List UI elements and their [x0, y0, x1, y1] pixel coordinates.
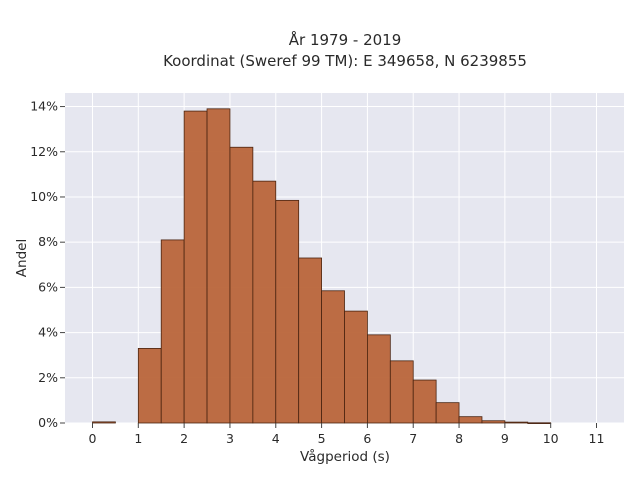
histogram-bar [252, 180, 277, 424]
histogram-bar [92, 421, 116, 424]
x-tick-label: 1 [134, 431, 142, 446]
y-tick-label: 2% [38, 370, 58, 385]
histogram-bar [367, 334, 391, 424]
histogram-bar [504, 421, 529, 424]
x-tick-label: 2 [180, 431, 188, 446]
y-tick-label: 0% [38, 415, 58, 430]
x-tick-label: 3 [226, 431, 234, 446]
histogram-bar [481, 420, 506, 424]
chart-title-line1: År 1979 - 2019 [289, 30, 402, 49]
histogram-bar [137, 348, 162, 424]
histogram-bar [321, 290, 345, 424]
x-tick-label: 5 [318, 431, 326, 446]
histogram-bar [435, 402, 460, 424]
histogram-bar [275, 199, 300, 424]
histogram-bar [412, 379, 437, 424]
histogram-bar [229, 146, 254, 424]
y-tick-label: 10% [30, 189, 58, 204]
histogram-bar [160, 239, 185, 424]
histogram-bar [298, 257, 322, 424]
histogram-bar [183, 110, 208, 424]
histogram-bar [527, 422, 552, 424]
x-axis-ticks: 0 1 2 3 4 5 6 7 8 9 10 11 [89, 423, 605, 446]
x-tick-label: 7 [409, 431, 417, 446]
x-tick-label: 0 [89, 431, 97, 446]
x-tick-label: 8 [455, 431, 463, 446]
bars [92, 108, 552, 424]
chart-title-line2: Koordinat (Sweref 99 TM): E 349658, N 62… [163, 52, 527, 70]
y-tick-label: 14% [30, 99, 58, 114]
y-tick-label: 12% [30, 144, 58, 159]
y-axis-label: Andel [14, 239, 30, 277]
x-axis-label: Vågperiod (s) [300, 448, 390, 465]
histogram-bar [389, 360, 414, 424]
x-tick-label: 10 [543, 431, 559, 446]
y-axis-ticks: 0% 2% 4% 6% 8% 10% 12% 14% [30, 99, 65, 430]
y-tick-label: 4% [38, 325, 58, 340]
y-tick-label: 8% [38, 234, 58, 249]
histogram-bar [344, 310, 368, 424]
histogram-bar [206, 108, 231, 424]
x-tick-label: 6 [363, 431, 371, 446]
y-tick-label: 6% [38, 279, 58, 294]
histogram-bar [458, 416, 483, 424]
x-tick-label: 4 [272, 431, 280, 446]
x-tick-label: 11 [589, 431, 605, 446]
x-tick-label: 9 [501, 431, 509, 446]
